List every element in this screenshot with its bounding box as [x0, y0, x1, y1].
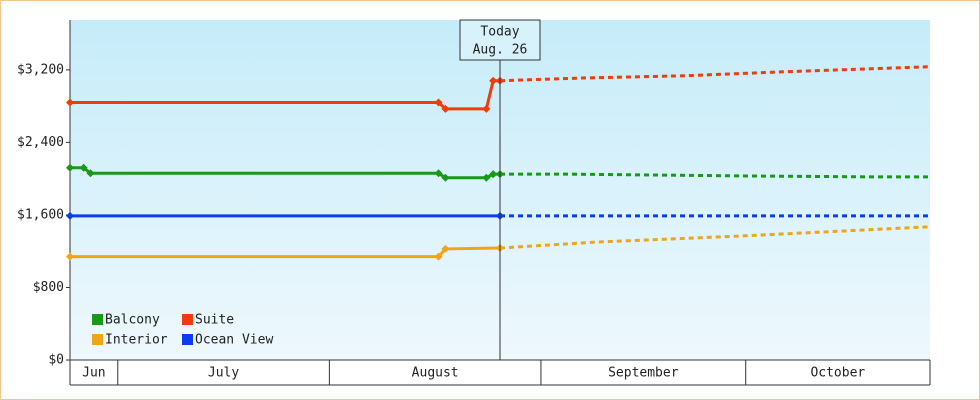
band-label: September	[608, 366, 679, 381]
legend-swatch	[92, 334, 103, 345]
y-tick-label: $3,200	[17, 62, 64, 77]
point	[434, 98, 443, 107]
point	[66, 211, 74, 220]
today-box	[459, 19, 541, 61]
point	[79, 163, 88, 172]
y-tick-label: $800	[33, 280, 64, 295]
point	[441, 244, 450, 253]
forecast-line	[499, 225, 931, 250]
point	[441, 173, 450, 182]
point	[66, 252, 74, 261]
band-label: Jun	[82, 366, 105, 381]
y-tick-label: $2,400	[17, 135, 64, 150]
point	[489, 170, 498, 179]
history-line	[70, 246, 501, 259]
y-tick-label: $0	[48, 353, 64, 368]
band-label: July	[208, 366, 239, 381]
y-tick-label: $1,600	[17, 207, 64, 222]
point	[66, 98, 74, 107]
legend-label: Balcony	[105, 313, 160, 328]
point	[66, 163, 74, 172]
point	[482, 104, 491, 113]
legend-label: Ocean View	[195, 333, 273, 348]
legend-swatch	[92, 314, 103, 325]
band-label: August	[412, 366, 459, 381]
forecast-line	[500, 172, 930, 179]
point	[489, 76, 498, 85]
legend-label: Interior	[105, 333, 168, 348]
band-label: October	[810, 366, 865, 381]
today-label: Today	[480, 25, 519, 40]
legend-label: Suite	[195, 313, 234, 328]
forecast-line	[499, 65, 931, 83]
point	[434, 252, 443, 261]
point	[86, 169, 95, 178]
point	[434, 169, 443, 178]
point	[441, 104, 450, 113]
legend-swatch	[182, 314, 193, 325]
legend-swatch	[182, 334, 193, 345]
today-label: Aug. 26	[473, 43, 528, 58]
point	[482, 173, 491, 182]
